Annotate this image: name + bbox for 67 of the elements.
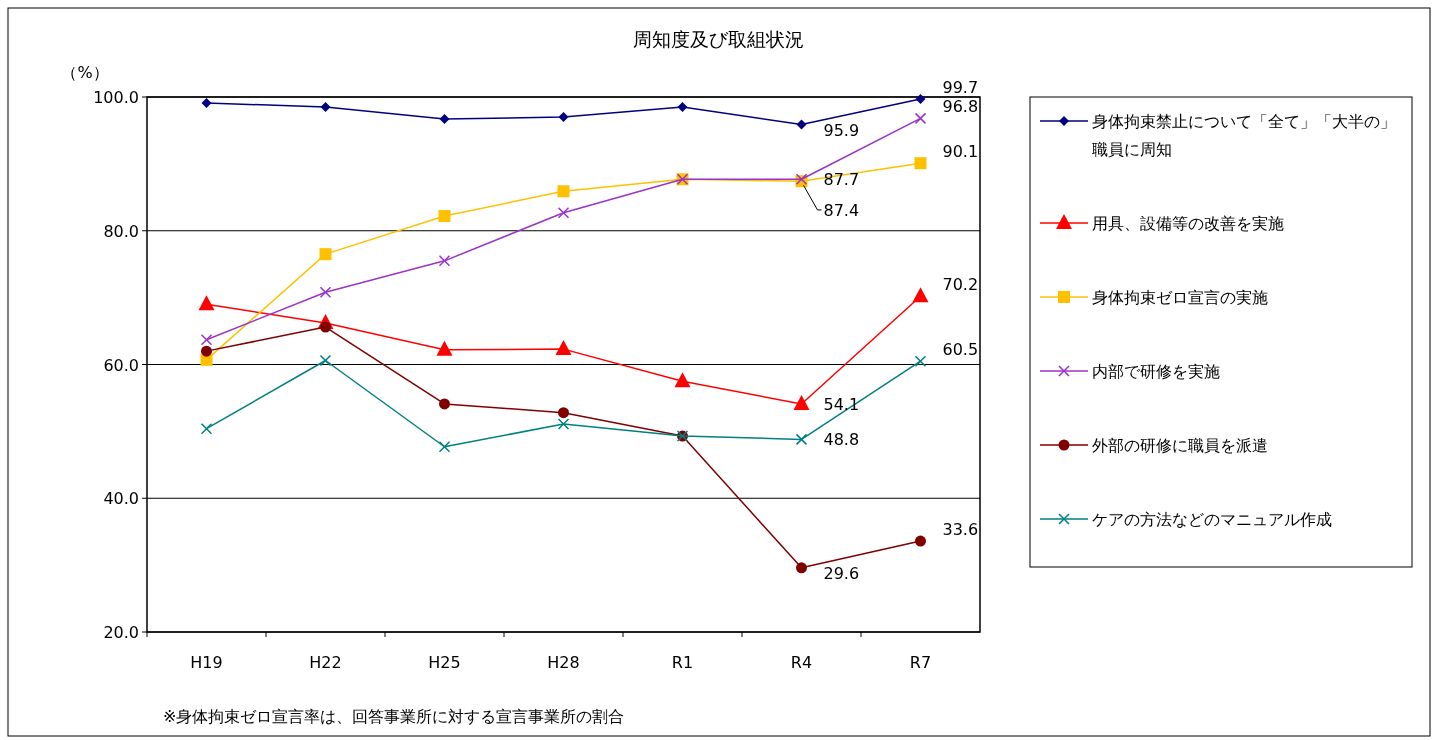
point <box>201 98 212 109</box>
point <box>557 206 570 219</box>
x-tick-label: R1 <box>671 653 694 672</box>
x-tick-label: H22 <box>309 653 342 672</box>
data-label: 95.9 <box>823 120 860 140</box>
point <box>439 114 450 125</box>
data-label: 99.7 <box>942 78 979 98</box>
data-label: 60.5 <box>942 340 979 360</box>
legend-label: 身体拘束ゼロ宣言の実施 <box>1092 288 1268 307</box>
data-label: 33.6 <box>942 520 979 540</box>
point <box>439 398 450 410</box>
point <box>795 433 808 446</box>
point <box>914 112 927 125</box>
data-label: 90.1 <box>942 142 979 162</box>
data-label: 96.8 <box>942 97 979 117</box>
point <box>319 286 332 299</box>
x-tick-label: R4 <box>790 653 813 672</box>
y-tick-label: 100.0 <box>93 88 139 107</box>
x-tick-label: H19 <box>190 653 223 672</box>
x-tick-label: H28 <box>547 653 580 672</box>
legend-label: 内部で研修を実施 <box>1092 362 1220 381</box>
point <box>558 112 569 123</box>
point <box>915 535 926 547</box>
point <box>200 334 213 346</box>
point <box>198 295 215 311</box>
point <box>200 422 213 435</box>
point <box>555 340 572 356</box>
point <box>914 157 927 170</box>
point <box>558 407 569 419</box>
point <box>557 185 570 198</box>
legend-label: 外部の研修に職員を派遣 <box>1092 436 1268 455</box>
legend-label: ケアの方法などのマニュアル作成 <box>1092 510 1332 529</box>
point <box>915 94 926 105</box>
point <box>796 119 807 130</box>
point <box>793 394 810 410</box>
point <box>674 372 691 388</box>
data-label: 70.2 <box>942 275 979 295</box>
point <box>914 355 927 367</box>
point <box>201 345 212 357</box>
point <box>319 248 332 261</box>
data-label: 48.8 <box>823 430 860 450</box>
data-label: 87.4 <box>823 200 860 220</box>
chart-title: 周知度及び取組状況 <box>632 28 804 50</box>
x-tick-label: H25 <box>428 653 461 672</box>
y-tick-label: 80.0 <box>103 221 139 241</box>
y-tick-label: 60.0 <box>103 355 139 375</box>
y-tick-label: 40.0 <box>103 489 139 509</box>
data-label: 29.6 <box>823 563 860 583</box>
data-label: 54.1 <box>823 394 860 414</box>
point <box>436 340 453 356</box>
point <box>320 102 331 113</box>
y-axis-title: （%） <box>61 63 109 82</box>
x-tick-label: R7 <box>909 653 932 672</box>
point <box>912 287 929 303</box>
y-tick-label: 20.0 <box>103 623 139 642</box>
legend-label: 用具、設備等の改善を実施 <box>1092 214 1284 233</box>
legend-label: 身体拘束禁止について「全て」「大半の」職員に周知 <box>1092 112 1396 159</box>
point <box>438 210 451 223</box>
point <box>438 255 451 267</box>
point <box>796 562 807 574</box>
point <box>677 102 688 113</box>
point <box>557 418 570 430</box>
point <box>319 354 332 367</box>
point <box>438 441 451 453</box>
point <box>320 321 331 333</box>
text: ※身体拘束ゼロ宣言率は、回答事業所に対する宣言事業所の割合 <box>163 707 625 726</box>
data-label: 87.7 <box>823 170 860 190</box>
